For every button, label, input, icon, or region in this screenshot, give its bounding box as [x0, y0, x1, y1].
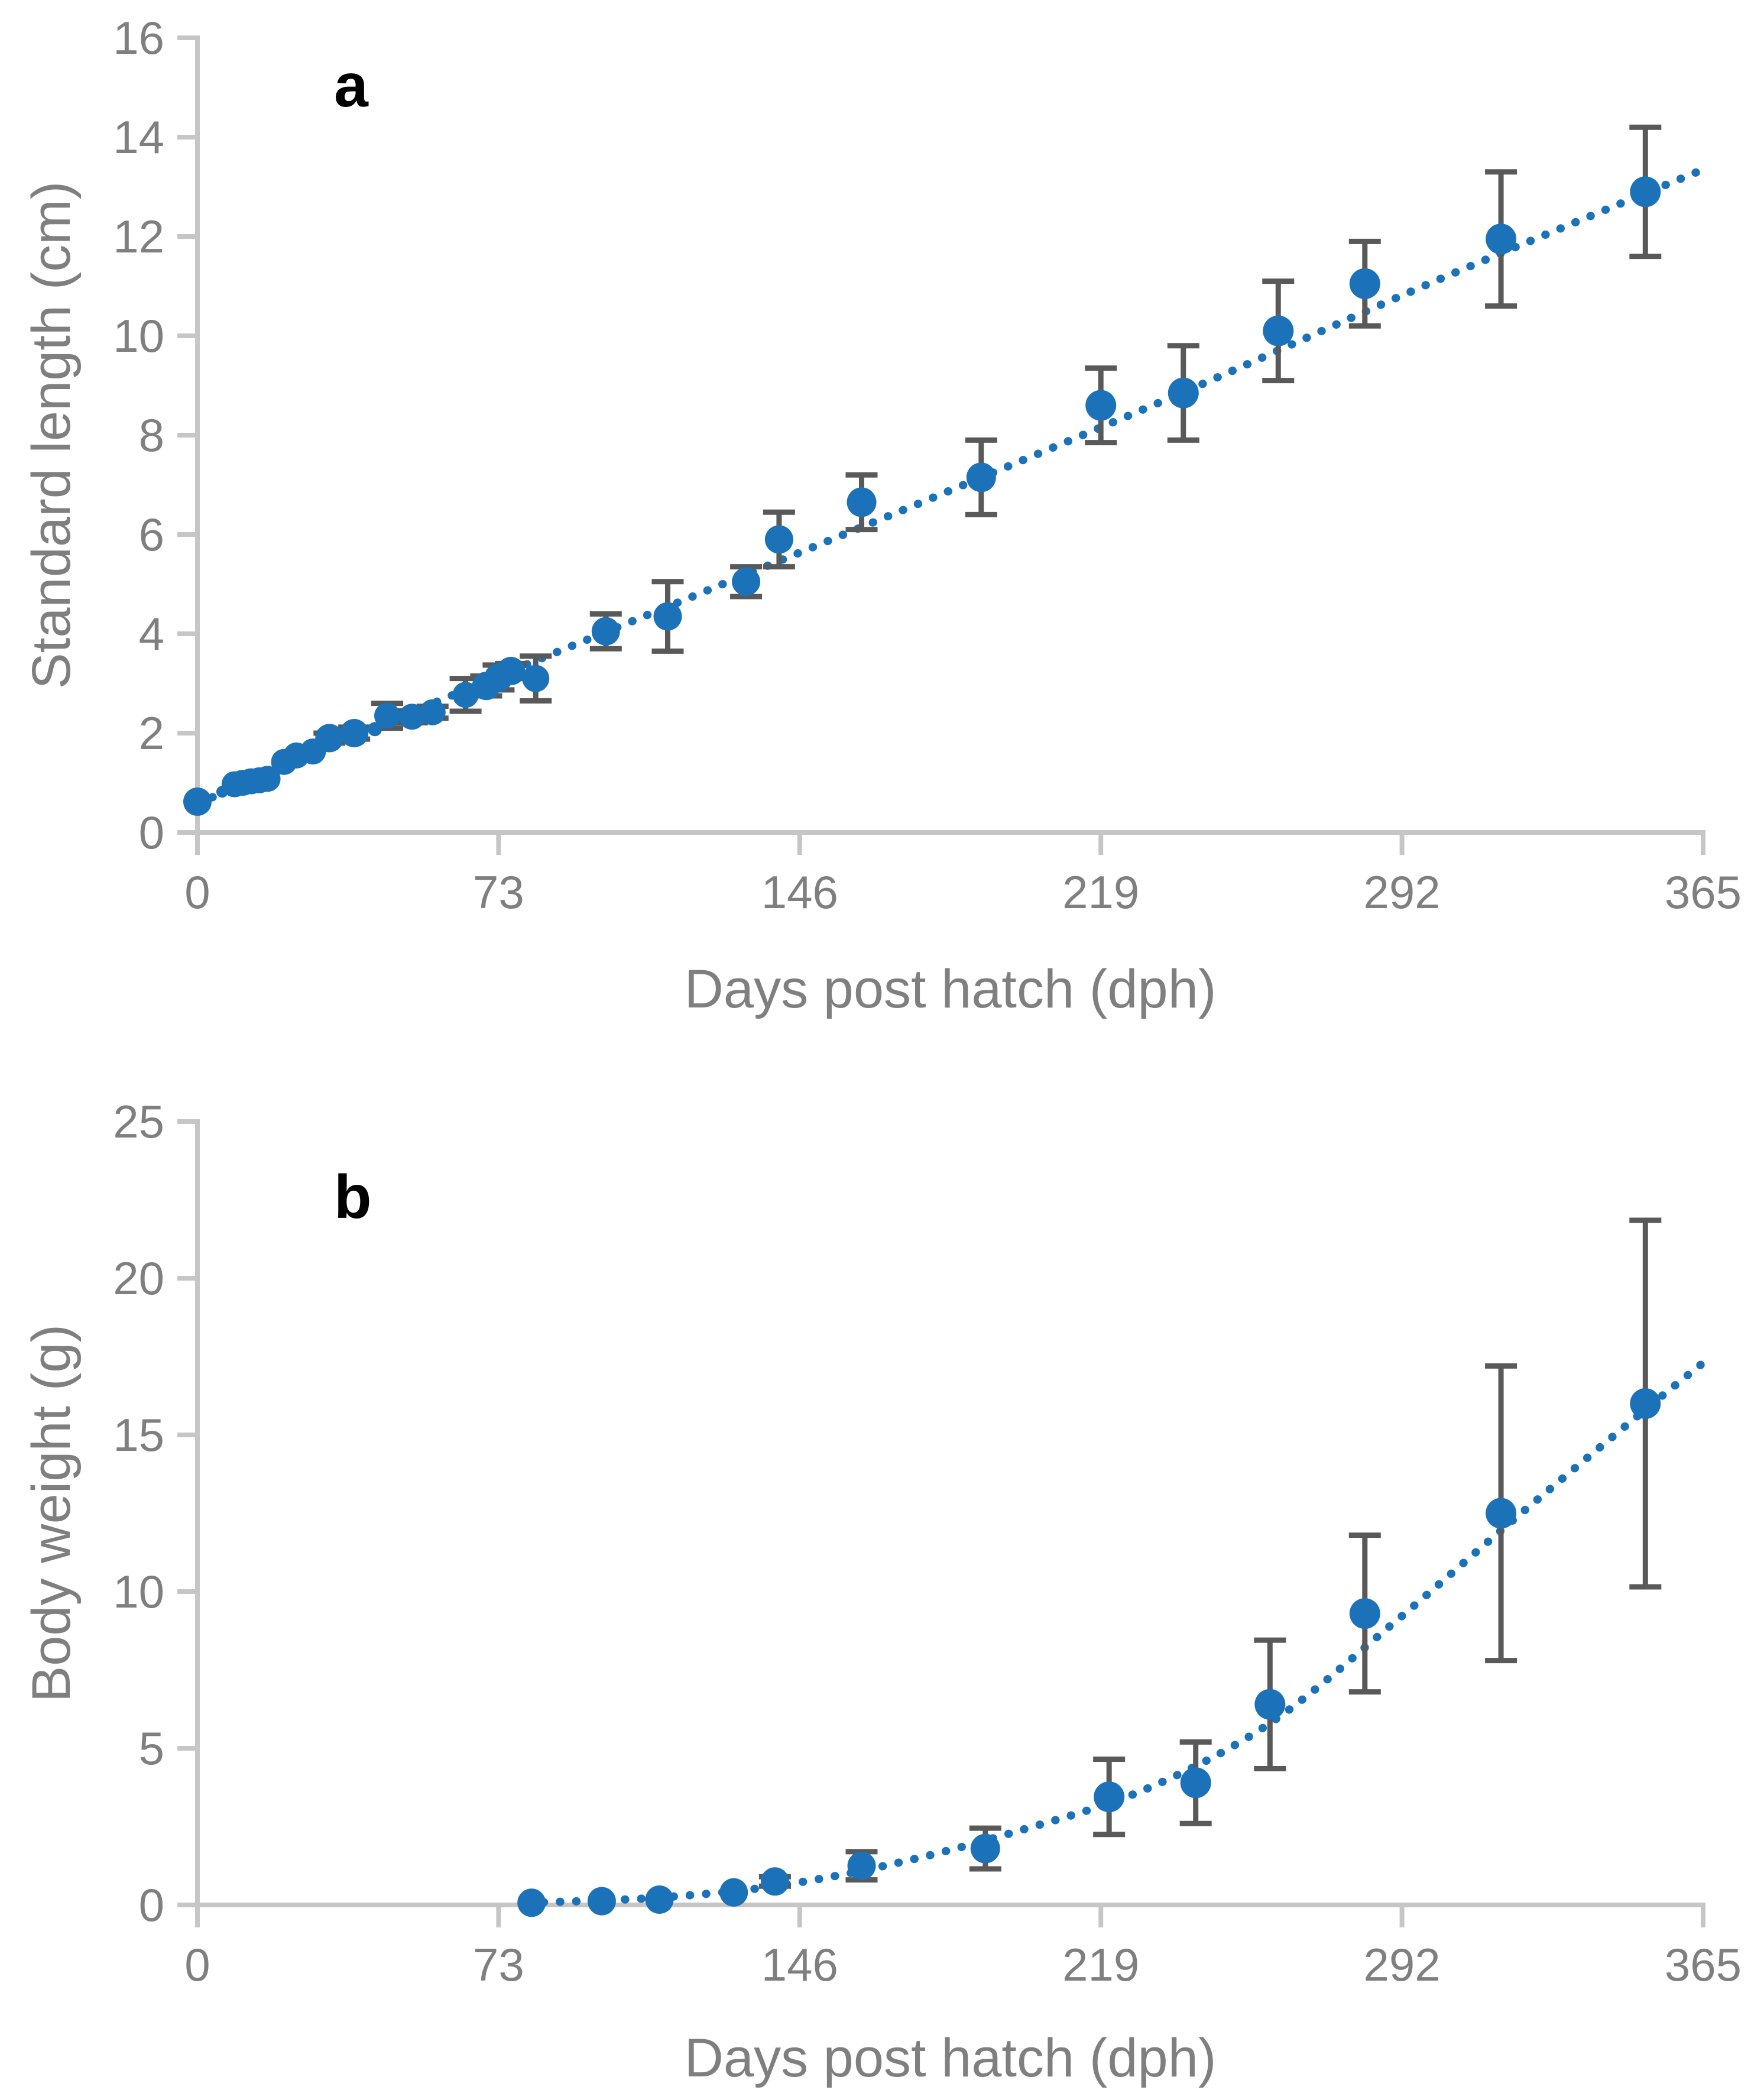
data-point [1349, 268, 1380, 299]
y-tick-label: 8 [139, 409, 164, 461]
y-tick-label: 14 [113, 111, 164, 163]
x-tick-labels: 0 73 146 219 292 365 [184, 1939, 1742, 1991]
x-tick-label: 219 [1062, 866, 1139, 918]
data-point [1349, 1598, 1380, 1629]
data-point [732, 567, 761, 596]
data-points [183, 176, 1661, 816]
x-tick-label: 73 [473, 866, 524, 918]
data-point [719, 1878, 748, 1907]
y-tick-label: 10 [113, 310, 164, 362]
data-point [254, 766, 281, 792]
axes [177, 1119, 1705, 1927]
panel-a: 0 73 146 219 292 365 0 2 4 6 8 10 12 14 16 Days post ha… [21, 12, 1742, 1019]
data-point [1630, 1388, 1661, 1419]
data-point [315, 724, 344, 753]
data-point [1254, 1689, 1286, 1720]
x-tick-label: 73 [473, 1939, 524, 1991]
x-tick-label: 365 [1665, 1939, 1742, 1991]
x-axis-title: Days post hatch (dph) [684, 2028, 1216, 2088]
data-point [368, 722, 382, 737]
data-point [760, 1867, 789, 1896]
data-point [419, 699, 446, 725]
trend-line [523, 1359, 1707, 1907]
x-axis-title: Days post hatch (dph) [684, 959, 1216, 1019]
data-point [1168, 377, 1199, 409]
y-tick-label: 6 [139, 508, 164, 560]
x-tick-label: 292 [1364, 866, 1441, 918]
data-point [653, 602, 682, 631]
data-point [591, 617, 620, 646]
y-tick-label: 4 [139, 608, 164, 660]
panel-b: 0 73 146 219 292 365 0 5 10 15 20 25 Days post hatch… [21, 1096, 1742, 2088]
y-tick-label: 2 [139, 707, 164, 759]
y-tick-label: 12 [113, 210, 164, 263]
data-point [970, 1833, 1000, 1864]
y-tick-label: 15 [113, 1409, 164, 1461]
y-tick-label: 0 [139, 806, 164, 858]
x-tick-label: 365 [1665, 866, 1742, 918]
y-axis-title: Standard length (cm) [21, 181, 82, 689]
panel-letter: b [334, 1163, 372, 1232]
data-point [517, 1888, 546, 1917]
x-tick-label: 292 [1364, 1939, 1441, 1991]
y-tick-label: 25 [113, 1096, 164, 1148]
data-point [398, 704, 425, 730]
data-point [966, 462, 996, 492]
data-point [847, 1851, 876, 1880]
x-tick-label: 0 [184, 866, 210, 918]
data-point [522, 665, 550, 692]
data-point [452, 682, 479, 708]
y-tick-label: 16 [113, 12, 164, 64]
data-point [1486, 223, 1517, 255]
data-point [847, 487, 877, 517]
data-point [1630, 176, 1661, 208]
y-tick-label: 20 [113, 1252, 164, 1304]
data-point [340, 719, 369, 747]
data-point [1486, 1498, 1517, 1529]
y-tick-labels: 0 2 4 6 8 10 12 14 16 [113, 12, 164, 858]
data-point [374, 702, 400, 729]
x-tick-labels: 0 73 146 219 292 365 [184, 866, 1742, 918]
data-point [1085, 390, 1117, 421]
axes [177, 35, 1705, 855]
data-point [645, 1885, 674, 1914]
x-tick-label: 0 [184, 1939, 210, 1991]
data-point [1263, 315, 1294, 346]
x-tick-label: 219 [1062, 1939, 1139, 1991]
data-point [183, 787, 212, 816]
x-tick-label: 146 [761, 866, 838, 918]
y-tick-label: 0 [139, 1879, 164, 1931]
y-tick-label: 5 [139, 1722, 164, 1774]
y-axis-title: Body weight (g) [21, 1324, 82, 1702]
y-tick-labels: 0 5 10 15 20 25 [113, 1096, 164, 1931]
data-point [1180, 1767, 1211, 1799]
panel-letter: a [334, 51, 369, 120]
data-point [764, 525, 793, 554]
data-point [497, 657, 526, 685]
data-points [517, 1388, 1661, 1917]
y-tick-label: 10 [113, 1566, 164, 1618]
x-tick-label: 146 [761, 1939, 838, 1991]
data-point [1094, 1781, 1125, 1813]
data-point [587, 1887, 616, 1916]
